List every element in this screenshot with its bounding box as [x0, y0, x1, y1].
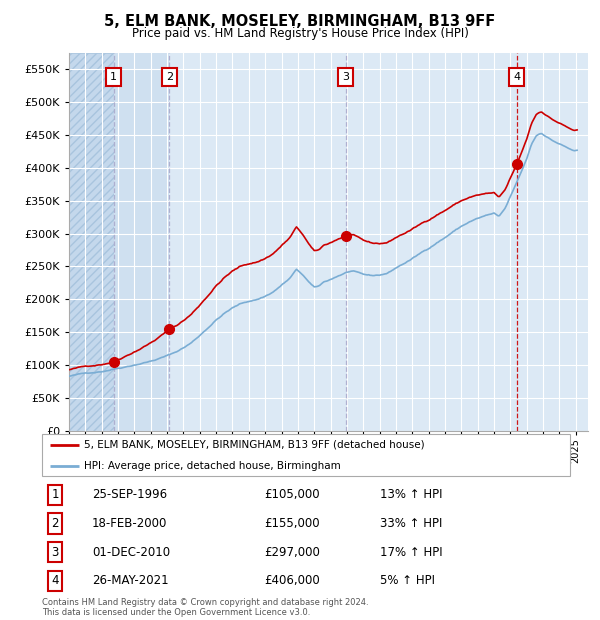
Bar — [69, 53, 113, 431]
FancyBboxPatch shape — [42, 434, 570, 476]
Text: 13% ↑ HPI: 13% ↑ HPI — [380, 489, 442, 502]
Text: HPI: Average price, detached house, Birmingham: HPI: Average price, detached house, Birm… — [84, 461, 341, 471]
Text: 4: 4 — [52, 574, 59, 587]
Text: 5, ELM BANK, MOSELEY, BIRMINGHAM, B13 9FF (detached house): 5, ELM BANK, MOSELEY, BIRMINGHAM, B13 9F… — [84, 440, 425, 450]
Text: £406,000: £406,000 — [264, 574, 320, 587]
Text: 1: 1 — [110, 73, 117, 82]
Text: 3: 3 — [342, 73, 349, 82]
Bar — [113, 53, 169, 431]
Text: Contains HM Land Registry data © Crown copyright and database right 2024.
This d: Contains HM Land Registry data © Crown c… — [42, 598, 368, 617]
Text: 17% ↑ HPI: 17% ↑ HPI — [380, 546, 443, 559]
Text: 18-FEB-2000: 18-FEB-2000 — [92, 517, 167, 530]
Text: 2: 2 — [52, 517, 59, 530]
Text: 3: 3 — [52, 546, 59, 559]
Text: £105,000: £105,000 — [264, 489, 319, 502]
Text: 26-MAY-2021: 26-MAY-2021 — [92, 574, 169, 587]
Text: 1: 1 — [52, 489, 59, 502]
Text: 5% ↑ HPI: 5% ↑ HPI — [380, 574, 435, 587]
Text: 33% ↑ HPI: 33% ↑ HPI — [380, 517, 442, 530]
Text: 4: 4 — [514, 73, 520, 82]
Text: 5, ELM BANK, MOSELEY, BIRMINGHAM, B13 9FF: 5, ELM BANK, MOSELEY, BIRMINGHAM, B13 9F… — [104, 14, 496, 29]
Text: 25-SEP-1996: 25-SEP-1996 — [92, 489, 167, 502]
Text: £297,000: £297,000 — [264, 546, 320, 559]
Text: £155,000: £155,000 — [264, 517, 319, 530]
Text: 01-DEC-2010: 01-DEC-2010 — [92, 546, 170, 559]
Text: Price paid vs. HM Land Registry's House Price Index (HPI): Price paid vs. HM Land Registry's House … — [131, 27, 469, 40]
Text: 2: 2 — [166, 73, 173, 82]
